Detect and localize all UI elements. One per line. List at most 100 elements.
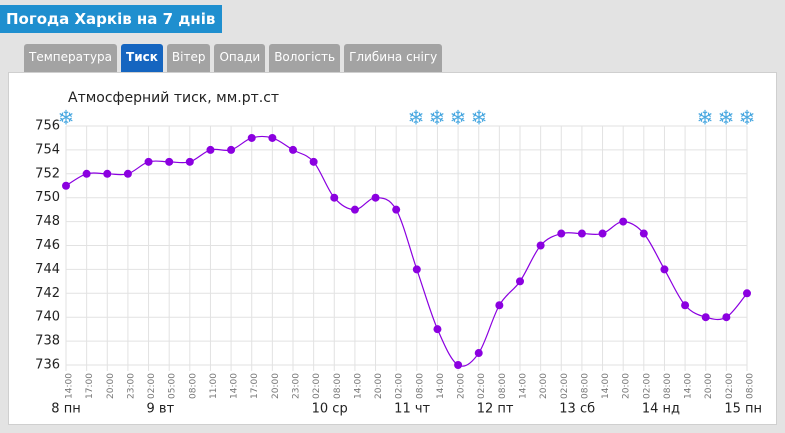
x-tick-label: 02:00: [642, 373, 652, 399]
tab[interactable]: Вітер: [166, 44, 211, 72]
point: [123, 169, 132, 178]
point: [185, 157, 194, 166]
point: [557, 229, 566, 238]
tab[interactable]: Температура: [24, 44, 118, 72]
point: [144, 157, 153, 166]
y-tick-label: 746: [35, 238, 60, 253]
point: [268, 133, 277, 142]
point: [495, 301, 504, 310]
y-tick-label: 744: [35, 262, 60, 277]
point: [743, 289, 751, 298]
y-tick-label: 750: [35, 190, 60, 205]
tab[interactable]: Тиск: [121, 44, 163, 72]
grid: [65, 125, 748, 371]
day-label: 9 вт: [147, 402, 175, 417]
x-tick-label: 20:00: [374, 373, 384, 399]
chart-panel: [8, 72, 777, 425]
snow-icon: ❄: [739, 106, 756, 130]
snow-icon: ❄: [471, 106, 488, 130]
x-tick-label: 23:00: [126, 373, 136, 399]
point: [660, 265, 669, 274]
snow-icon: ❄: [429, 106, 446, 130]
point: [598, 229, 607, 238]
day-label: 10 ср: [312, 402, 348, 417]
point: [247, 133, 256, 142]
x-tick-label: 02:00: [312, 373, 322, 399]
x-tick-label: 02:00: [725, 373, 735, 399]
point: [330, 193, 339, 202]
point: [454, 361, 463, 369]
y-tick-label: 742: [35, 286, 60, 301]
snow-icon: ❄: [58, 106, 75, 130]
x-tick-label: 20:00: [704, 373, 714, 399]
point: [433, 325, 442, 334]
x-tick-label: 14:00: [230, 373, 240, 399]
x-tick-label: 08:00: [415, 373, 425, 399]
x-tick-label: 17:00: [250, 373, 260, 399]
point: [165, 157, 174, 166]
point: [536, 241, 545, 250]
point: [227, 145, 236, 154]
day-label: 15 пн: [724, 402, 762, 417]
page-title: Погода Харків на 7 днів: [0, 5, 222, 33]
point: [639, 229, 648, 238]
x-tick-label: 20:00: [106, 373, 116, 399]
day-label: 12 пт: [477, 402, 514, 417]
x-tick-label: 20:00: [457, 373, 467, 399]
tab[interactable]: Вологість: [269, 44, 341, 72]
line: [65, 135, 748, 367]
x-tick-label: 08:00: [333, 373, 343, 399]
y-tick-label: 756: [35, 119, 60, 134]
x-tick-label: 14:00: [519, 373, 529, 399]
point: [309, 157, 318, 166]
point: [577, 229, 586, 238]
point: [474, 349, 483, 358]
x-tick-label: 14:00: [684, 373, 694, 399]
snow-icon: ❄: [718, 106, 735, 130]
y-tick-label: 736: [35, 358, 60, 373]
day-label: 14 нд: [642, 402, 680, 417]
x-tick-label: 08:00: [498, 373, 508, 399]
x-tick-label: 14:00: [353, 373, 363, 399]
point: [350, 205, 359, 214]
y-tick-label: 738: [35, 334, 60, 349]
x-tick-label: 20:00: [622, 373, 632, 399]
point: [103, 169, 112, 178]
point: [289, 145, 297, 154]
point: [619, 217, 628, 226]
snow-icon: ❄: [408, 106, 425, 130]
snow-icons: ❄ ❄ ❄ ❄ ❄ ❄ ❄ ❄: [58, 106, 756, 130]
point: [412, 265, 421, 274]
point: [82, 169, 91, 178]
day-label: 8 пн: [51, 402, 80, 417]
point: [371, 193, 380, 202]
day-label: 13 сб: [559, 402, 595, 417]
x-tick-label: 20:00: [271, 373, 281, 399]
chart-title: Атмосферний тиск, мм.рт.ст: [68, 90, 279, 106]
tab[interactable]: Опади: [214, 44, 266, 72]
x-tick-label: 05:00: [168, 373, 178, 399]
tab-bar: Температура Тиск Вітер Опади Вологість Глибин…: [24, 44, 443, 72]
point: [516, 277, 524, 286]
tab[interactable]: Глибина снігу: [344, 44, 443, 72]
x-tick-label: 08:00: [663, 373, 673, 399]
x-tick-label: 20:00: [539, 373, 549, 399]
y-tick-label: 752: [35, 166, 60, 181]
x-tick-label: 08:00: [188, 373, 198, 399]
point: [701, 313, 710, 322]
snow-icon: ❄: [697, 106, 714, 130]
x-tick-label: 14:00: [436, 373, 446, 399]
x-tick-label: 08:00: [746, 373, 756, 399]
x-tick-label: 14:00: [65, 373, 75, 399]
x-tick-label: 23:00: [292, 373, 302, 399]
y-tick-label: 740: [35, 310, 60, 325]
x-tick-label: 17:00: [85, 373, 95, 399]
x-tick-label: 14:00: [601, 373, 611, 399]
x-tick-label: 08:00: [580, 373, 590, 399]
y-tick-label: 754: [35, 142, 60, 157]
x-tick-label: 11:00: [209, 373, 219, 399]
point: [206, 145, 215, 154]
point: [722, 313, 731, 322]
